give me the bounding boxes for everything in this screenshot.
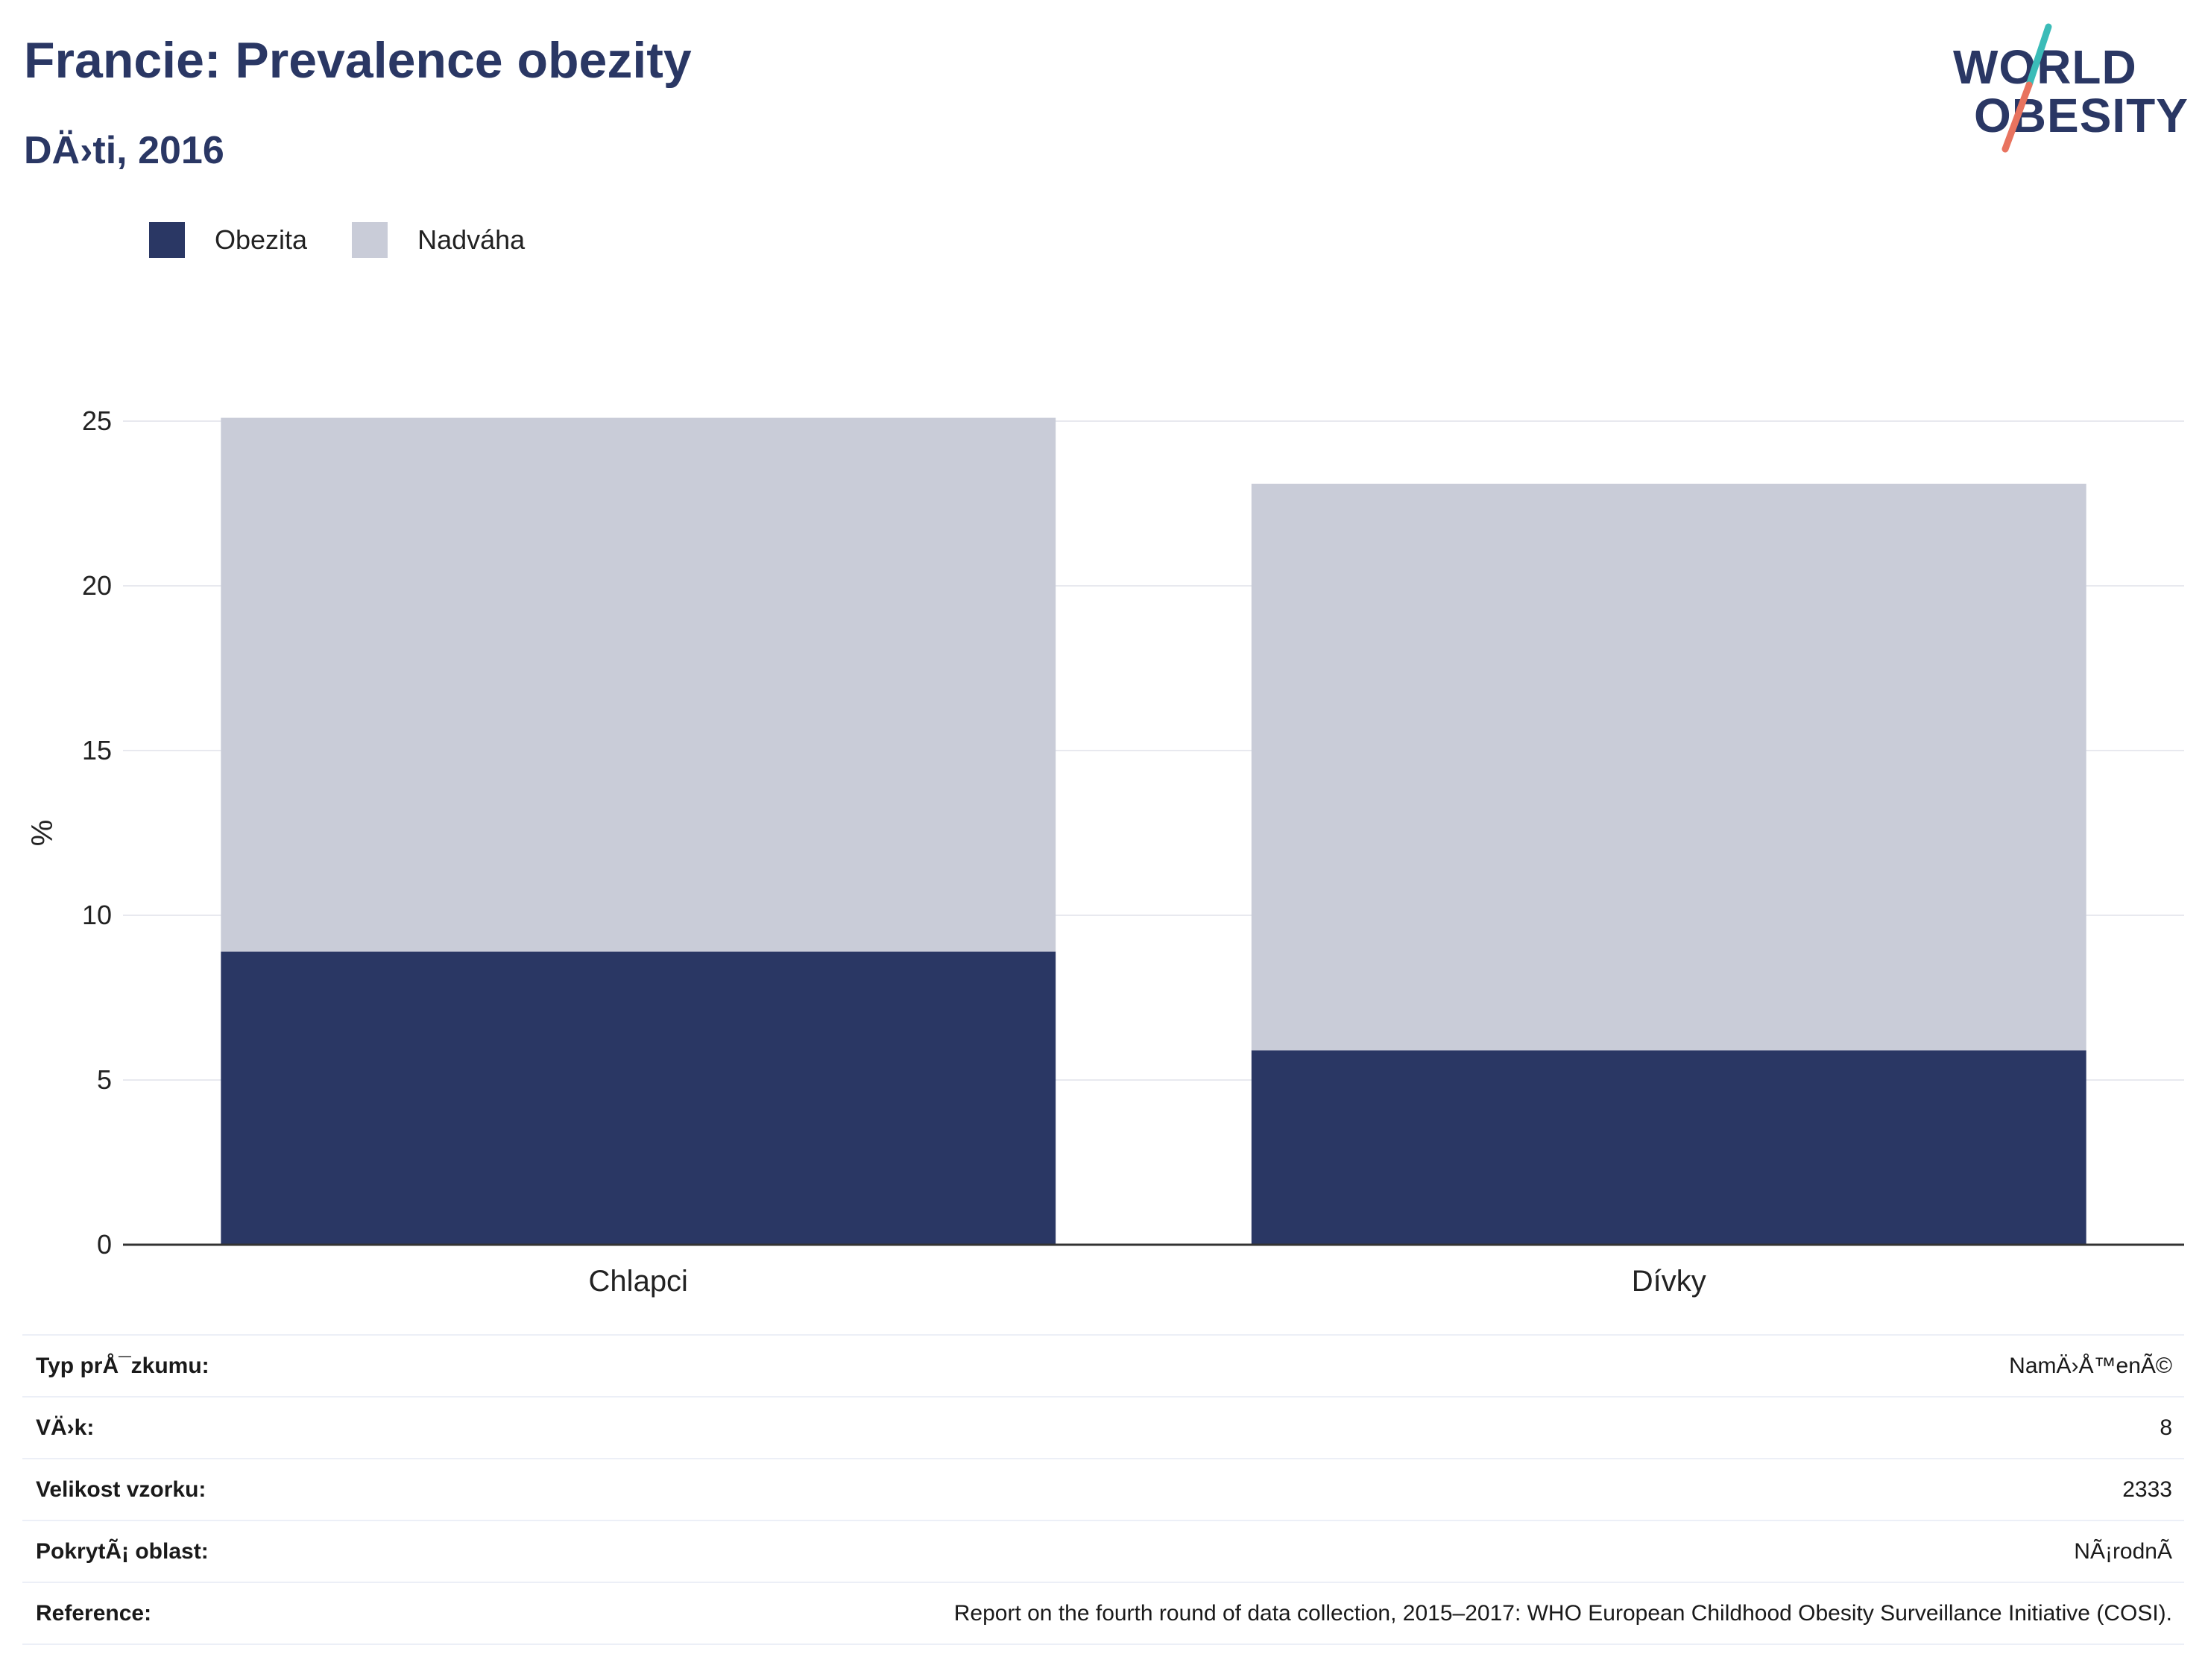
logo-slash-icon: [2001, 23, 2052, 153]
bar-obezita-1: [1251, 1050, 2086, 1245]
bar-layer: [221, 417, 2086, 1245]
info-key: PokrytÃ¡ oblast:: [36, 1538, 209, 1564]
x-tick-label: Chlapci: [589, 1265, 688, 1298]
info-value: Report on the fourth round of data colle…: [953, 1600, 2172, 1626]
y-tick-label: 15: [82, 735, 112, 765]
y-tick-label: 25: [82, 405, 112, 436]
bar-nadvaha-1: [1251, 483, 2086, 1051]
chart-legend: Obezita Nadváha: [149, 222, 570, 258]
world-obesity-logo: WORLD OBESITY: [1938, 21, 2192, 155]
y-axis-title: %: [26, 820, 59, 847]
legend-swatch-obezita: [149, 222, 185, 258]
legend-label-obezita: Obezita: [215, 224, 308, 255]
bar-nadvaha-0: [221, 417, 1056, 952]
axis-layer: 0 5 10 15 20 25 Chlapci Dívky%: [26, 405, 2184, 1298]
info-value: 2333: [2122, 1477, 2172, 1502]
legend-swatch-nadvaha: [352, 222, 388, 258]
y-tick-label: 0: [97, 1229, 112, 1260]
info-value: 8: [2160, 1415, 2172, 1440]
logo-line1: WORLD: [1953, 40, 2137, 94]
x-tick-label: Dívky: [1632, 1265, 1706, 1298]
stacked-bar-chart: 0 5 10 15 20 25 Chlapci Dívky%: [26, 405, 2184, 1298]
info-value: NÃ¡rodnÃ: [2074, 1538, 2172, 1564]
info-row: VÄ›k: 8: [22, 1397, 2184, 1459]
legend-label-nadvaha: Nadváha: [417, 224, 526, 255]
legend-item-obezita: Obezita: [149, 222, 307, 258]
bar-obezita-0: [221, 951, 1056, 1245]
y-tick-label: 5: [97, 1064, 112, 1095]
info-key: Typ prÅ¯zkumu:: [36, 1353, 209, 1378]
info-row: Reference: Report on the fourth round of …: [22, 1582, 2184, 1644]
info-key: Reference:: [36, 1600, 152, 1626]
info-row: Typ prÅ¯zkumu: NamÄ›Å™enÃ©: [22, 1335, 2184, 1397]
page-subtitle: DÄ›ti, 2016: [24, 129, 224, 172]
info-row: PokrytÃ¡ oblast: NÃ¡rodnÃ: [22, 1520, 2184, 1582]
y-tick-label: 20: [82, 570, 112, 601]
info-key: VÄ›k:: [36, 1415, 95, 1440]
y-tick-label: 10: [82, 900, 112, 930]
survey-info-table: Typ prÅ¯zkumu: NamÄ›Å™enÃ© VÄ›k: 8 Velikost …: [22, 1334, 2184, 1645]
page-title: Francie: Prevalence obezity: [24, 32, 692, 89]
info-key: Velikost vzorku:: [36, 1477, 206, 1502]
legend-item-nadvaha: Nadváha: [352, 222, 525, 258]
info-value: NamÄ›Å™enÃ©: [2009, 1353, 2172, 1378]
info-row: Velikost vzorku: 2333: [22, 1459, 2184, 1520]
